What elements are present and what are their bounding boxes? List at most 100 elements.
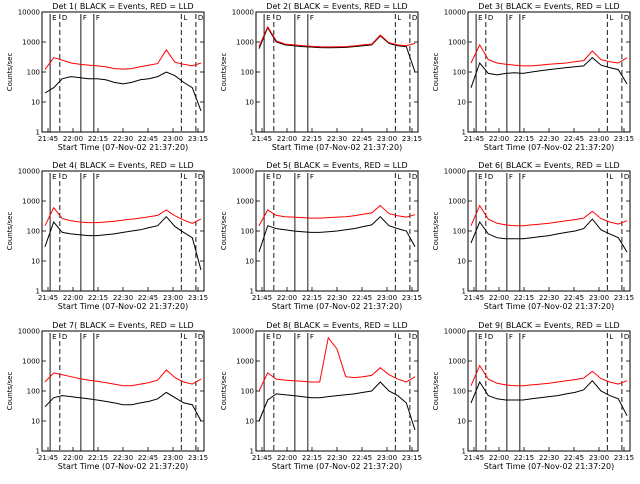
x-tick-label: 22:45 — [564, 294, 584, 302]
x-tick-label: 23:15 — [614, 294, 634, 302]
plot-frame — [467, 330, 631, 452]
x-tick-label: 21:45 — [38, 294, 58, 302]
x-tick-label: 22:15 — [302, 454, 322, 462]
x-tick-label: 22:15 — [88, 454, 108, 462]
y-axis-label: Counts/sec — [6, 212, 14, 251]
x-tick-label: 23:15 — [402, 454, 422, 462]
x-tick-label: 22:00 — [489, 294, 509, 302]
plot-frame — [255, 11, 419, 133]
y-tick-label: 100 — [27, 388, 40, 396]
y-axis-label: Counts/sec — [220, 212, 228, 251]
y-tick-label: 10000 — [444, 168, 466, 176]
y-tick-label: 1 — [36, 288, 40, 296]
chart-title: Det 7( BLACK = Events, RED = LLD — [52, 321, 193, 330]
time-marker-label: E — [266, 14, 270, 22]
x-axis-label: Start Time (07-Nov-02 21:37:20) — [58, 462, 188, 471]
chart-panel-2: Det 2( BLACK = Events, RED = LLD Counts/s… — [220, 2, 422, 152]
chart-panel-9: Det 9( BLACK = Events, RED = LLD Counts/s… — [432, 321, 634, 471]
x-tick-label: 22:30 — [113, 135, 133, 143]
x-tick-label: 23:15 — [402, 135, 422, 143]
x-tick-label: 23:15 — [614, 454, 634, 462]
x-tick-label: 22:00 — [63, 294, 83, 302]
time-marker-label: E — [52, 333, 56, 341]
y-tick-label: 100 — [241, 388, 254, 396]
time-marker-label: F — [96, 14, 100, 22]
y-tick-label: 100 — [27, 69, 40, 77]
x-tick-label: 22:30 — [539, 135, 559, 143]
series-line-lld — [258, 25, 416, 48]
y-tick-label: 10 — [245, 418, 254, 426]
x-axis-label: Start Time (07-Nov-02 21:37:20) — [272, 143, 402, 152]
x-axis-label: Start Time (07-Nov-02 21:37:20) — [272, 462, 402, 471]
y-axis-label: Counts/sec — [432, 372, 440, 411]
series-line-lld — [44, 48, 202, 70]
time-marker-label: D — [62, 173, 67, 181]
x-tick-label: 22:15 — [302, 135, 322, 143]
y-tick-label: 1000 — [448, 358, 466, 366]
series-line-lld — [470, 43, 628, 67]
x-tick-label: 22:30 — [327, 135, 347, 143]
y-tick-label: 1 — [250, 129, 254, 137]
y-tick-label: 1 — [462, 448, 466, 456]
time-marker-label: L — [609, 14, 613, 22]
series-line-lld — [470, 364, 628, 387]
x-tick-label: 23:00 — [377, 135, 397, 143]
series-line-events — [44, 215, 202, 271]
y-tick-label: 100 — [453, 388, 466, 396]
y-tick-label: 10 — [31, 418, 40, 426]
x-tick-label: 22:30 — [539, 294, 559, 302]
y-tick-label: 100 — [453, 228, 466, 236]
time-marker-label: F — [522, 333, 526, 341]
series-line-events — [44, 71, 202, 112]
y-tick-label: 1000 — [236, 198, 254, 206]
x-tick-label: 22:00 — [489, 454, 509, 462]
y-tick-label: 10000 — [444, 9, 466, 17]
y-tick-label: 1000 — [448, 198, 466, 206]
x-tick-label: 22:45 — [138, 454, 158, 462]
x-tick-label: 22:45 — [138, 294, 158, 302]
time-marker-label: D — [624, 14, 629, 22]
x-tick-label: 23:15 — [402, 294, 422, 302]
time-marker-label: D — [276, 14, 281, 22]
time-marker-label: E — [478, 14, 482, 22]
x-tick-label: 21:45 — [38, 454, 58, 462]
x-tick-label: 22:45 — [352, 135, 372, 143]
time-marker-label: F — [310, 14, 314, 22]
time-marker-label: L — [397, 333, 401, 341]
time-marker-label: D — [62, 333, 67, 341]
time-marker-label: D — [412, 333, 417, 341]
chart-panel-8: Det 8( BLACK = Events, RED = LLD Counts/s… — [220, 321, 422, 471]
x-tick-label: 23:00 — [163, 454, 183, 462]
x-tick-label: 22:15 — [514, 454, 534, 462]
plot-frame — [41, 330, 205, 452]
x-axis-label: Start Time (07-Nov-02 21:37:20) — [484, 302, 614, 311]
series-line-events — [470, 379, 628, 416]
y-tick-label: 10000 — [18, 9, 40, 17]
time-marker-label: D — [276, 173, 281, 181]
x-tick-label: 22:30 — [327, 454, 347, 462]
y-axis-label: Counts/sec — [432, 212, 440, 251]
x-tick-label: 23:00 — [163, 135, 183, 143]
chart-title: Det 9( BLACK = Events, RED = LLD — [478, 321, 619, 330]
x-axis-label: Start Time (07-Nov-02 21:37:20) — [484, 462, 614, 471]
x-tick-label: 23:00 — [589, 135, 609, 143]
x-tick-label: 22:45 — [564, 135, 584, 143]
y-axis-label: Counts/sec — [6, 53, 14, 92]
time-marker-label: F — [96, 333, 100, 341]
x-tick-label: 22:30 — [539, 454, 559, 462]
x-tick-label: 23:00 — [589, 294, 609, 302]
y-tick-label: 100 — [27, 228, 40, 236]
chart-panel-1: Det 1( BLACK = Events, RED = LLD Counts/s… — [6, 2, 208, 152]
chart-panel-3: Det 3( BLACK = Events, RED = LLD Counts/s… — [432, 2, 634, 152]
time-marker-label: F — [310, 333, 314, 341]
time-marker-label: L — [183, 14, 187, 22]
x-tick-label: 23:15 — [188, 454, 208, 462]
x-tick-label: 23:00 — [589, 454, 609, 462]
y-tick-label: 100 — [453, 69, 466, 77]
x-tick-label: 22:45 — [138, 135, 158, 143]
y-tick-label: 10000 — [232, 328, 254, 336]
y-tick-label: 1000 — [22, 39, 40, 47]
time-marker-label: E — [52, 14, 56, 22]
time-marker-label: F — [522, 173, 526, 181]
